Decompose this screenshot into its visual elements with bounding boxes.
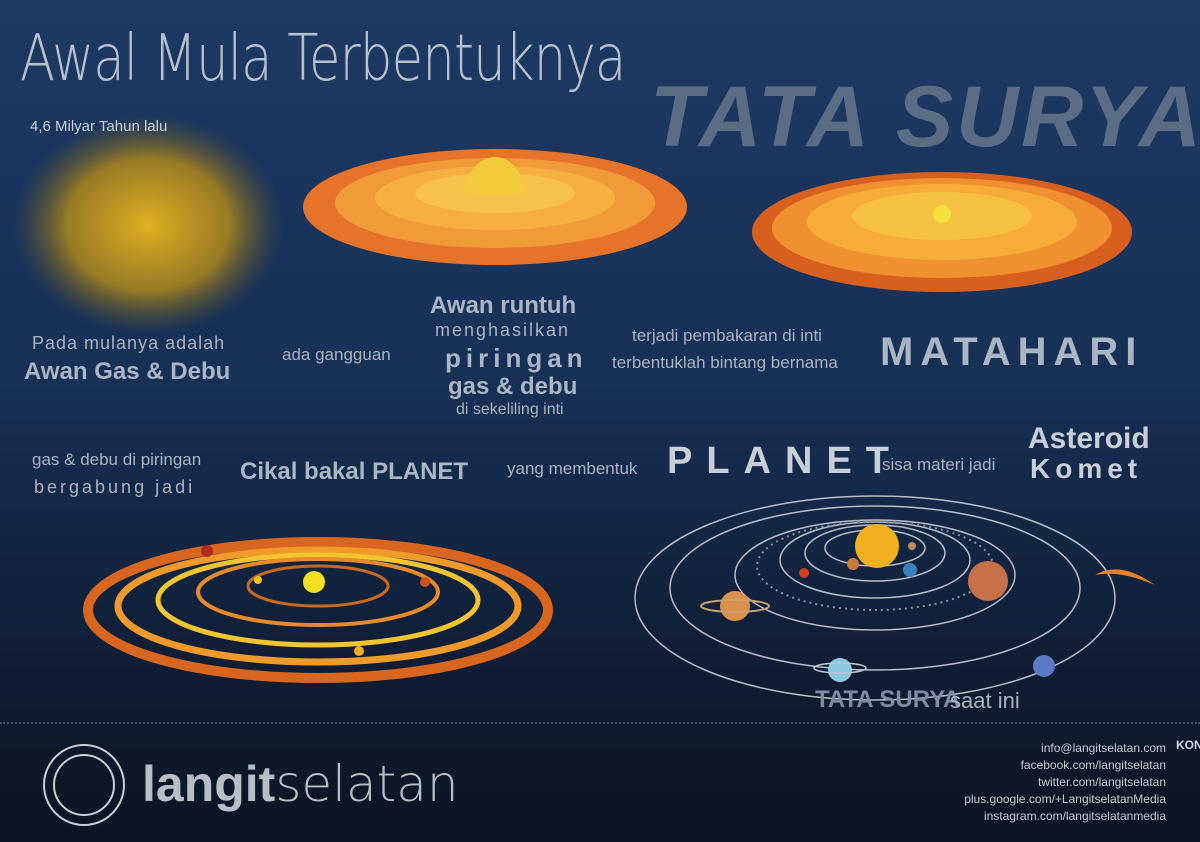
title-bold: TATA SURYA: [650, 69, 1200, 165]
step3-text: menghasilkan: [435, 320, 571, 340]
contact-google[interactable]: plus.google.com/+LangitselatanMedia: [964, 792, 1166, 806]
step1-text: Pada mulanya adalah: [32, 333, 226, 353]
step1-highlight: Awan Gas & Debu: [24, 358, 231, 385]
contact-email[interactable]: info@langitselatan.com: [1041, 741, 1166, 755]
step4-text2: terbentuklah bintang bernama: [612, 353, 838, 372]
collapsing-disk: [303, 149, 687, 265]
sun-forming-disk: [752, 172, 1132, 292]
step3-gas: gas & debu: [448, 373, 578, 400]
contact-list: info@langitselatan.com facebook.com/lang…: [964, 740, 1166, 825]
brand-light: selatan: [275, 755, 459, 813]
subtitle: 4,6 Milyar Tahun lalu: [30, 118, 168, 135]
step3-highlight: Awan runtuh: [430, 292, 577, 319]
step7-comet: Komet: [1030, 453, 1143, 484]
protoplanetary-disk: [83, 537, 553, 683]
step8-text: saat ini: [950, 688, 1020, 713]
step4-sun: MATAHARI: [880, 330, 1144, 374]
step3-disk: piringan: [445, 343, 588, 373]
title-thin: Awal Mula Terbentuknya: [20, 22, 626, 96]
contact-facebook[interactable]: facebook.com/langitselatan: [1020, 758, 1166, 772]
brand-name: langitselatan: [142, 755, 459, 813]
step4-text: terjadi pembakaran di inti: [632, 326, 822, 345]
step5-text: gas & debu di piringan: [32, 450, 202, 469]
step5-text2: bergabung jadi: [34, 477, 196, 497]
step5-highlight: Cikal bakal PLANET: [240, 458, 469, 485]
step6-text: yang membentuk: [507, 459, 638, 478]
brand-bold: langit: [142, 756, 276, 812]
step8-highlight: TATA SURYA: [815, 686, 961, 713]
step7-asteroid: Asteroid: [1028, 422, 1150, 455]
contact-instagram[interactable]: instagram.com/langitselatanmedia: [983, 809, 1166, 823]
contact-label: KONTAK: [1176, 738, 1200, 752]
gas-dust-cloud: [13, 115, 283, 335]
step6-planet: PLANET: [667, 440, 903, 482]
step7-text: sisa materi jadi: [882, 455, 996, 474]
contact-twitter[interactable]: twitter.com/langitselatan: [1037, 775, 1166, 789]
step3-around: di sekeliling inti: [456, 401, 564, 418]
step2-text: ada gangguan: [282, 345, 391, 364]
divider: [0, 722, 1200, 724]
logo-seal: [43, 744, 125, 826]
planets: [700, 524, 1155, 682]
